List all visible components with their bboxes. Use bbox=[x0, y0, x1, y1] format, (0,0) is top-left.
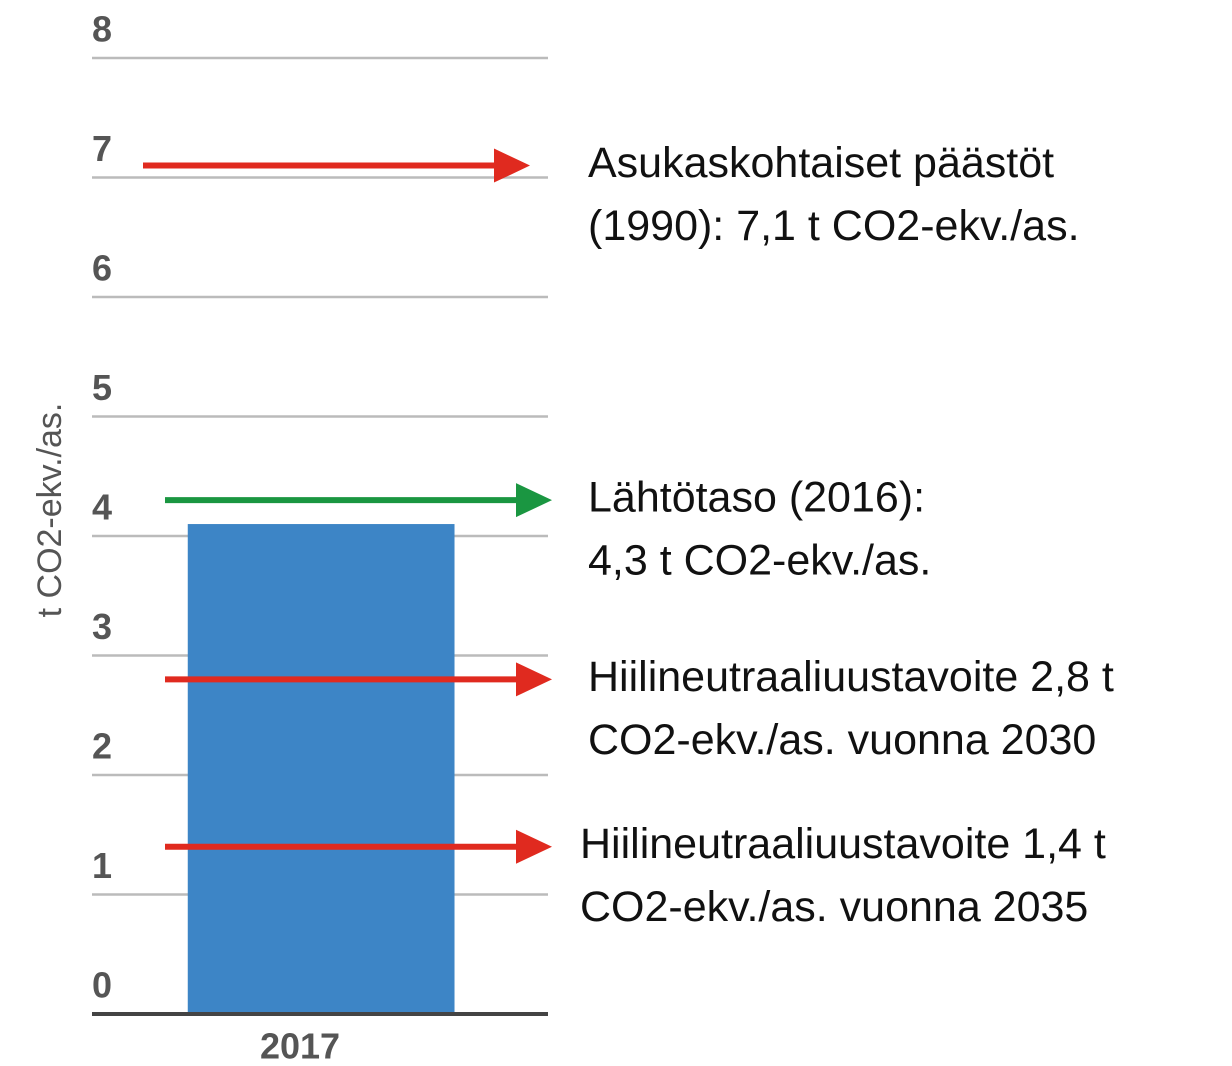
annotation-text: Hiilineutraaliuustavoite 2,8 t bbox=[588, 653, 1114, 701]
y-tick-label: 1 bbox=[92, 845, 112, 886]
annotation-arrowhead bbox=[516, 483, 552, 518]
annotation-text: CO2-ekv./as. vuonna 2030 bbox=[588, 716, 1096, 764]
y-tick-label: 6 bbox=[92, 248, 112, 289]
annotation-text: (1990): 7,1 t CO2-ekv./as. bbox=[588, 202, 1080, 250]
y-tick-label: 5 bbox=[92, 367, 112, 408]
annotation-text: 4,3 t CO2-ekv./as. bbox=[588, 537, 931, 585]
y-tick-label: 0 bbox=[92, 965, 112, 1006]
y-tick-label: 3 bbox=[92, 606, 112, 647]
annotation-text: Lähtötaso (2016): bbox=[588, 474, 925, 522]
y-tick-label: 8 bbox=[92, 9, 112, 50]
annotation-text: CO2-ekv./as. vuonna 2035 bbox=[580, 883, 1088, 931]
annotation-text: Asukaskohtaiset päästöt bbox=[588, 139, 1054, 187]
y-tick-label: 2 bbox=[92, 726, 112, 767]
annotation-arrowhead bbox=[516, 662, 552, 697]
x-tick-label: 2017 bbox=[260, 1026, 340, 1066]
y-tick-label: 7 bbox=[92, 128, 112, 169]
y-axis-label: t CO2-ekv./as. bbox=[31, 403, 69, 618]
annotation-arrowhead bbox=[516, 829, 552, 864]
bar bbox=[187, 524, 455, 1014]
annotation-text: Hiilineutraaliuustavoite 1,4 t bbox=[580, 820, 1106, 868]
y-tick-label: 4 bbox=[92, 487, 112, 528]
annotation-arrowhead bbox=[494, 148, 530, 183]
